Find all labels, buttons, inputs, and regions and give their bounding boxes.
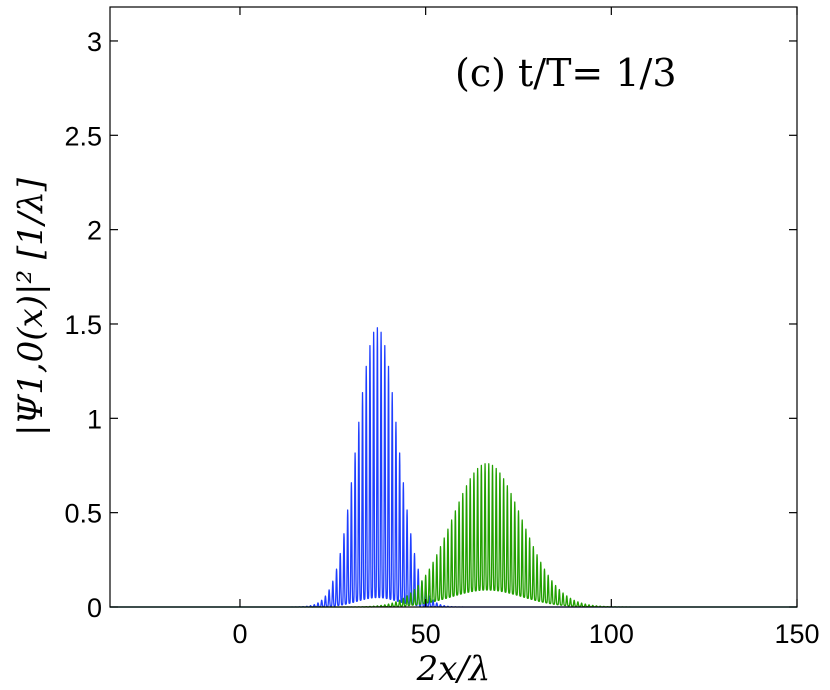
y-tick-label: 2	[87, 216, 102, 246]
x-tick-label: 0	[232, 619, 247, 649]
axes-frame	[109, 6, 798, 608]
series-green-line	[109, 463, 798, 608]
y-tick-label: 3	[87, 27, 102, 57]
y-tick-label: 0	[87, 593, 102, 623]
y-tick-label: 1.5	[64, 310, 102, 340]
x-tick-label: 150	[774, 619, 819, 649]
panel-annotation: (c) t/T= 1/3	[455, 51, 677, 95]
series-blue-line	[109, 327, 798, 608]
x-tick-label: 50	[411, 619, 441, 649]
y-tick-label: 1	[87, 404, 102, 434]
y-tick-label: 2.5	[64, 121, 102, 151]
series-layer	[109, 327, 798, 608]
x-axis-label: 2x/λ	[416, 649, 491, 689]
x-tick-label: 100	[589, 619, 634, 649]
y-tick-label: 0.5	[64, 499, 102, 529]
ticks-layer: 0 50 100 150 0 0.5 1 1.5 2 2.5 3	[64, 7, 820, 649]
y-axis-label: |Ψ1,0(x)|² [1/λ]	[11, 177, 51, 436]
